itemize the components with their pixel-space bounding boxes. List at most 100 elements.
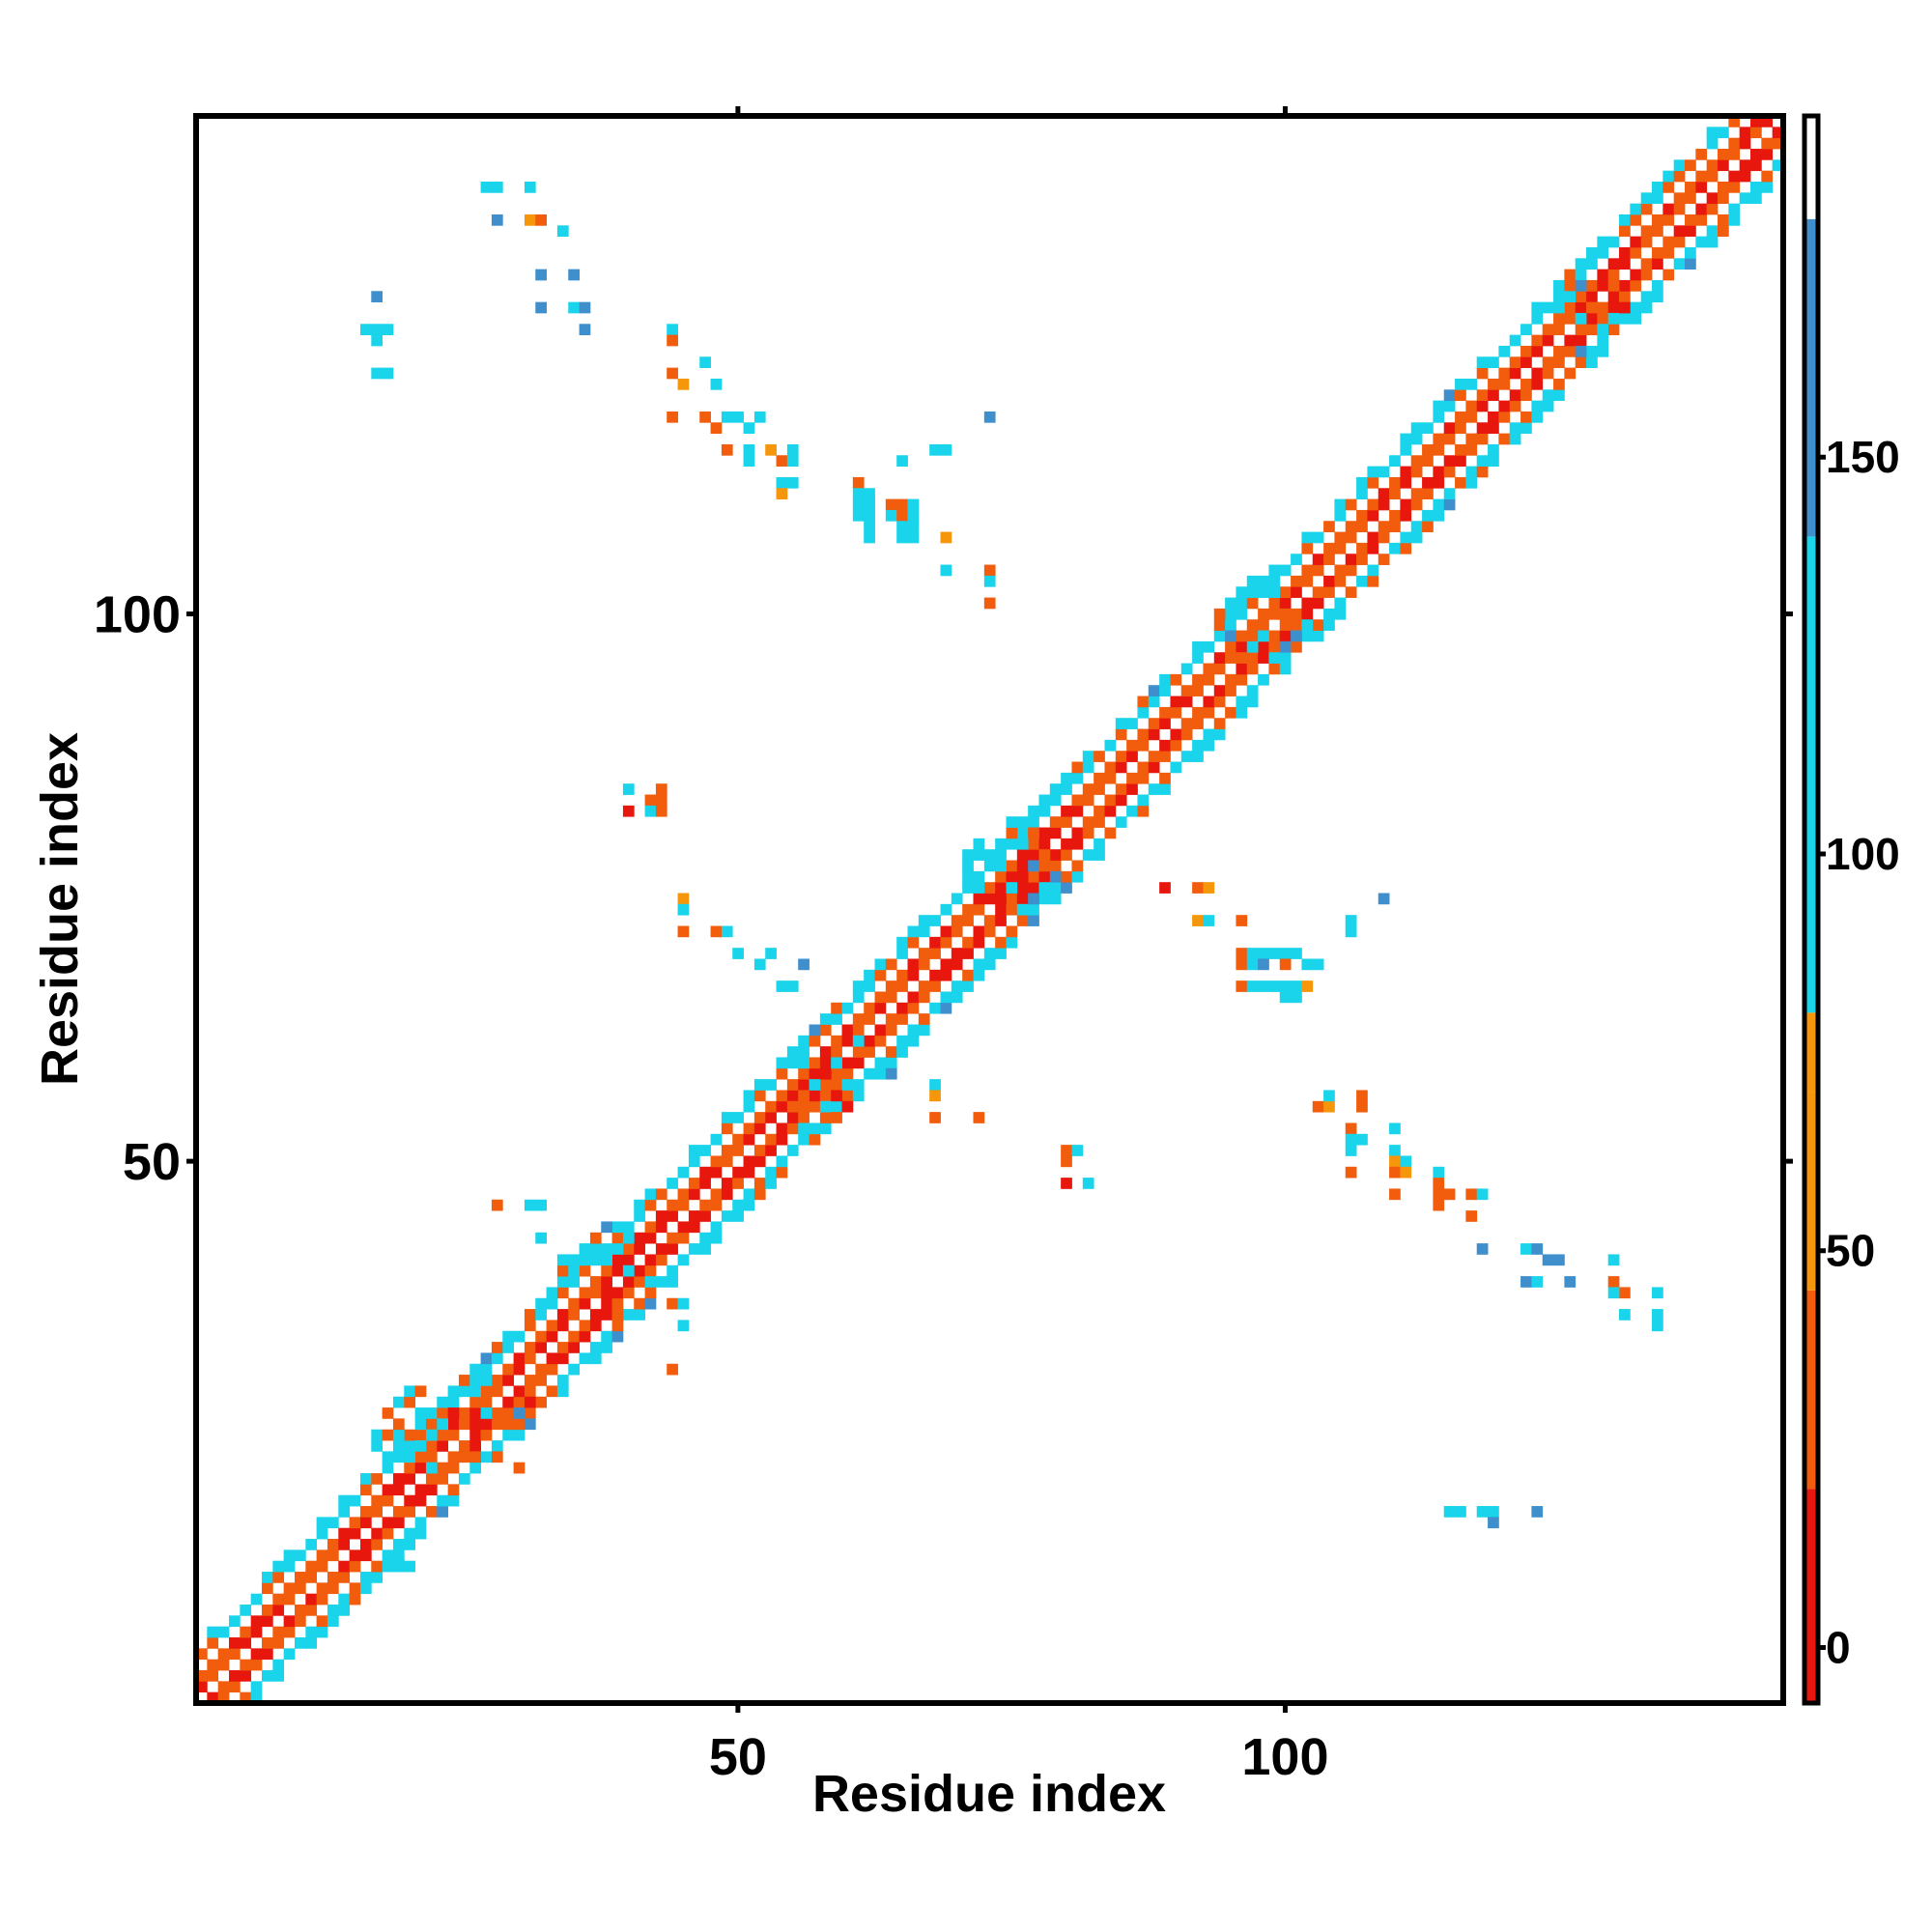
heatmap-cell (1531, 378, 1544, 390)
heatmap-cell (622, 1254, 635, 1266)
heatmap-cell (1038, 870, 1051, 883)
heatmap-cell (1553, 389, 1565, 402)
heatmap-cell (480, 1407, 493, 1419)
heatmap-cell (721, 411, 733, 423)
heatmap-cell (798, 1035, 810, 1047)
heatmap-cell (753, 1145, 766, 1156)
heatmap-cell (447, 1451, 460, 1463)
heatmap-cell (1443, 433, 1456, 445)
heatmap-cell (940, 958, 952, 971)
heatmap-cell (1301, 564, 1314, 577)
heatmap-cell (217, 1648, 230, 1661)
heatmap-cell (1488, 378, 1499, 390)
heatmap-cell (359, 1473, 372, 1485)
heatmap-cell (1028, 903, 1039, 916)
heatmap-cell (589, 1232, 602, 1244)
heatmap-cell (940, 936, 952, 949)
heatmap-cell (1619, 291, 1631, 303)
heatmap-cell (568, 1330, 580, 1343)
heatmap-cell (885, 980, 897, 992)
heatmap-cell (1433, 400, 1445, 412)
heatmap-cell (1718, 225, 1729, 238)
heatmap-cell (918, 925, 930, 938)
heatmap-cell (1476, 466, 1489, 478)
heatmap-cell (1061, 1178, 1072, 1189)
heatmap-cell (1016, 816, 1029, 828)
heatmap-cell (491, 181, 503, 193)
colorbar-band (1804, 218, 1818, 537)
heatmap-cell (831, 1100, 842, 1113)
heatmap-cell (667, 1199, 678, 1211)
heatmap-cell (765, 1079, 777, 1091)
heatmap-cell (732, 411, 744, 423)
heatmap-cell (228, 1615, 241, 1628)
heatmap-cell (819, 1112, 832, 1123)
heatmap-cell (1094, 783, 1105, 795)
heatmap-cell (601, 1309, 612, 1321)
heatmap-cell (1246, 575, 1259, 587)
heatmap-cell (995, 903, 1007, 916)
heatmap-cell (677, 1320, 690, 1332)
heatmap-cell (710, 1133, 723, 1146)
heatmap-cell (699, 1178, 711, 1189)
heatmap-cell (1400, 531, 1412, 544)
heatmap-cell (524, 1418, 536, 1431)
heatmap-cell (1192, 685, 1204, 696)
heatmap-cell (359, 1549, 372, 1562)
heatmap-cell (535, 1363, 547, 1376)
plot-frame (193, 113, 1786, 1706)
heatmap-cell (929, 948, 941, 959)
heatmap-cell (568, 301, 580, 314)
heatmap-cell (261, 1615, 273, 1628)
heatmap-cell (973, 838, 985, 850)
heatmap-cell (1137, 772, 1150, 784)
heatmap-cell (962, 882, 974, 894)
heatmap-cell (1443, 389, 1456, 402)
heatmap-cell (688, 1178, 700, 1189)
heatmap-cell (1170, 706, 1182, 719)
heatmap-cell (1455, 455, 1466, 467)
heatmap-cell (1378, 554, 1390, 565)
heatmap-cell (1476, 389, 1489, 402)
heatmap-cell (447, 1462, 460, 1474)
heatmap-cell (294, 1572, 306, 1583)
heatmap-cell (973, 958, 985, 971)
heatmap-cell (491, 1375, 503, 1386)
heatmap-cell (786, 443, 799, 456)
heatmap-cell (688, 1155, 700, 1168)
heatmap-cell (710, 1199, 723, 1211)
heatmap-cell (1586, 312, 1598, 325)
heatmap-cell (272, 1605, 285, 1616)
heatmap-cell (885, 1024, 897, 1037)
heatmap-cell (437, 1396, 449, 1408)
heatmap-cell (425, 1462, 438, 1474)
heatmap-cell (437, 1473, 449, 1485)
heatmap-cell (611, 1243, 624, 1255)
heatmap-cell (1728, 213, 1741, 226)
heatmap-cell (1498, 345, 1511, 357)
heatmap-cell (841, 1024, 854, 1037)
heatmap-cell (786, 980, 799, 992)
heatmap-cell (864, 1046, 875, 1058)
heatmap-cell (207, 1670, 219, 1682)
heatmap-cell (1126, 805, 1138, 817)
heatmap-cell (1115, 718, 1127, 729)
heatmap-cell (1378, 893, 1390, 905)
heatmap-cell (973, 903, 985, 916)
heatmap-cell (392, 1396, 405, 1408)
heatmap-cell (392, 1473, 405, 1485)
heatmap-cell (250, 1593, 263, 1605)
heatmap-cell (1038, 893, 1051, 905)
heatmap-cell (1410, 422, 1423, 434)
heatmap-cell (392, 1517, 405, 1529)
heatmap-cell (513, 1429, 526, 1441)
heatmap-cell (1180, 751, 1193, 762)
heatmap-cell (1586, 246, 1598, 259)
heatmap-cell (283, 1560, 296, 1573)
heatmap-cell (1575, 258, 1587, 270)
heatmap-cell (1410, 521, 1423, 532)
heatmap-cell (535, 213, 547, 226)
heatmap-cell (1433, 1188, 1445, 1201)
heatmap-cell (196, 1648, 208, 1661)
heatmap-cell (841, 1100, 854, 1113)
